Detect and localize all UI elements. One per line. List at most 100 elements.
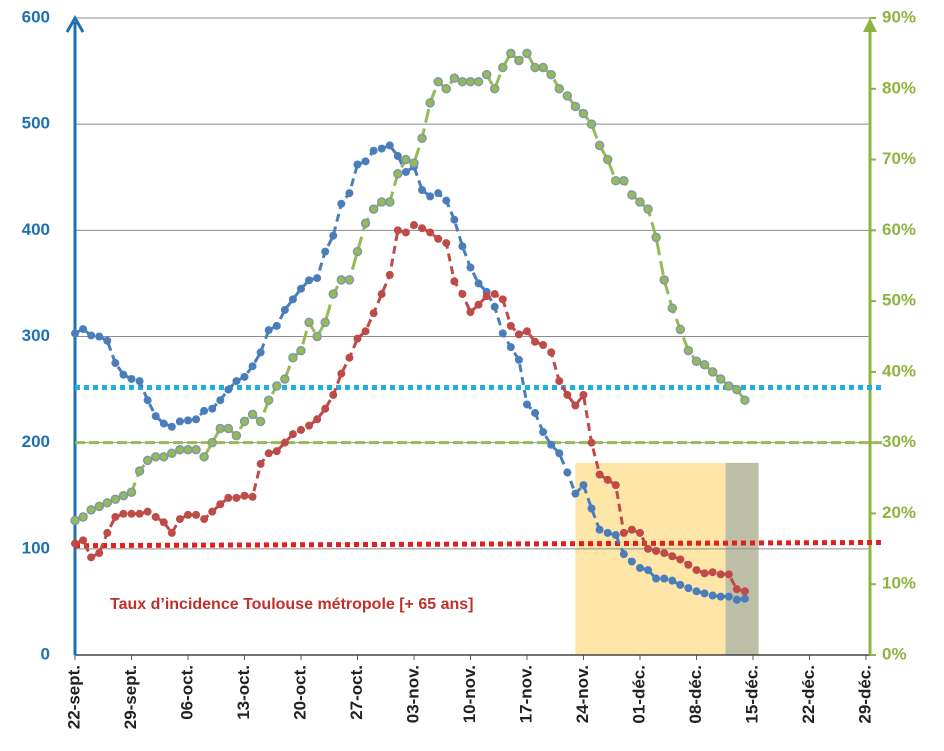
series-point [87, 331, 96, 340]
series-point [409, 221, 418, 230]
series-point [126, 487, 137, 497]
series-point [425, 98, 435, 108]
series-point [95, 332, 104, 341]
series-point [385, 270, 394, 279]
series-point [409, 158, 419, 168]
series-point [150, 452, 161, 462]
series-point [401, 228, 410, 237]
series-point [506, 321, 515, 330]
x-tick-label: 15-déc. [742, 665, 761, 724]
y-tick-label: 0 [41, 644, 50, 663]
series-point [224, 385, 233, 394]
series-point [539, 340, 548, 349]
series-point [353, 160, 362, 169]
series-point [288, 295, 297, 304]
series-point [328, 289, 339, 299]
series-point [167, 528, 176, 537]
series-point [473, 76, 484, 87]
series-point [458, 290, 467, 299]
x-tick-label: 27-oct. [347, 665, 366, 720]
y2-tick-label: 80% [882, 78, 916, 97]
series-point [466, 308, 475, 317]
series-point [555, 377, 564, 386]
series-point [450, 215, 459, 224]
series-point [377, 144, 386, 153]
series-point [434, 189, 443, 198]
series-point [119, 370, 128, 379]
series-point [79, 536, 88, 545]
y2-tick-label: 70% [882, 149, 916, 168]
series-point [263, 395, 274, 405]
series-point [313, 274, 322, 283]
series-point [175, 417, 184, 426]
series-point [111, 512, 120, 521]
series-point [635, 528, 644, 537]
series-point [183, 416, 192, 425]
series-point [418, 224, 427, 233]
series-point [522, 400, 531, 409]
series-point [611, 531, 620, 540]
series-point [555, 449, 564, 458]
y-tick-label: 600 [22, 7, 50, 26]
series-point [70, 515, 80, 526]
series-point [644, 544, 653, 553]
series-point [611, 176, 621, 186]
series-point [280, 438, 289, 447]
series-point [87, 553, 96, 562]
series-point [344, 275, 355, 285]
series-point [199, 452, 209, 462]
series-point [716, 592, 725, 601]
series-point [337, 369, 346, 378]
x-tick-label: 10-nov. [460, 665, 479, 723]
series-point [272, 381, 282, 391]
series-point [441, 84, 452, 94]
series-point [159, 518, 168, 527]
series-point [466, 263, 475, 272]
series-point [684, 584, 693, 593]
series-point [353, 334, 362, 343]
series-point [578, 108, 589, 119]
series-point [248, 362, 257, 371]
series-point [635, 197, 645, 207]
series-point [78, 512, 88, 522]
series-point [255, 416, 266, 427]
series-point [71, 329, 79, 338]
series-point [708, 568, 717, 577]
series-point [377, 290, 386, 299]
x-tick-label: 01-déc. [629, 665, 648, 724]
series-point [247, 409, 258, 420]
series-point [594, 140, 605, 151]
series-point [95, 549, 104, 558]
series-point [531, 408, 540, 417]
y-tick-label: 300 [22, 326, 50, 345]
series-point [570, 101, 581, 112]
series-point [264, 449, 273, 458]
series-point [635, 563, 644, 572]
series-point [151, 412, 160, 421]
x-tick-label: 06-oct. [177, 665, 196, 720]
series-point [102, 498, 113, 508]
series-point [248, 492, 257, 501]
series-point [135, 509, 144, 518]
y2-axis-arrow [863, 18, 877, 32]
series-point [167, 422, 176, 431]
series-point [457, 76, 468, 87]
reference-line [74, 539, 883, 549]
highlight-span [575, 462, 726, 655]
series-point [280, 305, 289, 314]
series-point [442, 239, 451, 248]
series-point [684, 560, 693, 569]
series-point [660, 574, 669, 583]
y-tick-label: 100 [22, 538, 50, 557]
series-point [562, 91, 573, 101]
x-tick-label: 03-nov. [403, 665, 422, 723]
series-point [675, 324, 686, 335]
series-point [732, 384, 742, 395]
series-point [192, 510, 201, 519]
series-point [119, 509, 128, 518]
series-point [481, 69, 492, 80]
y-tick-label: 500 [22, 114, 50, 133]
x-tick-label: 20-oct. [290, 665, 309, 720]
series-point [360, 218, 371, 229]
series-point [94, 501, 104, 512]
